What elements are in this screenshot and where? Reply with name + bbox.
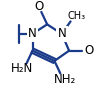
Text: N: N (28, 27, 37, 40)
Text: NH₂: NH₂ (54, 73, 77, 86)
Text: CH₃: CH₃ (67, 11, 85, 21)
Text: N: N (57, 27, 66, 40)
Text: O: O (34, 0, 44, 13)
Text: H₂N: H₂N (10, 62, 33, 75)
Text: O: O (84, 44, 93, 57)
